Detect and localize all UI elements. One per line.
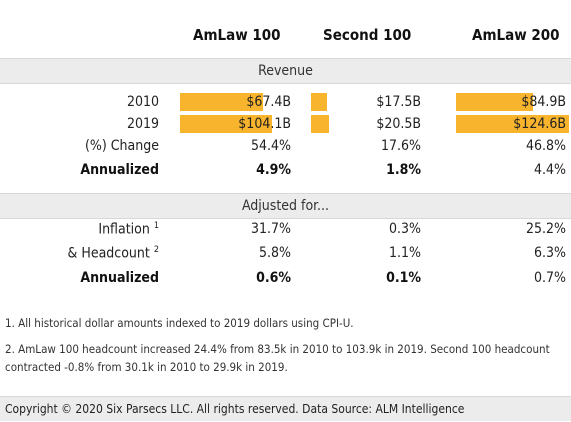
column-header-second100: Second 100 xyxy=(323,26,412,44)
copyright-bar: Copyright © 2020 Six Parsecs LLC. All ri… xyxy=(0,396,571,421)
row-label-change: (%) Change xyxy=(84,138,159,154)
value-headcount-amlaw100: 5.8% xyxy=(259,245,291,261)
value-headcount-second100: 1.1% xyxy=(389,245,421,261)
bar-2010-second100 xyxy=(311,93,327,111)
footnote-ref-1: 1 xyxy=(153,221,159,231)
row-label-headcount: & Headcount 2 xyxy=(67,245,159,262)
footnote-1: 1. All historical dollar amounts indexed… xyxy=(5,316,354,330)
value-2019-second100: $20.5B xyxy=(376,116,421,132)
value-inflation-second100: 0.3% xyxy=(389,221,421,237)
value-adj-annualized-amlaw100: 0.6% xyxy=(256,270,291,286)
value-annualized-amlaw100: 4.9% xyxy=(256,162,291,178)
value-change-second100: 17.6% xyxy=(380,138,421,154)
footnote-ref-2: 2 xyxy=(153,245,159,255)
value-adj-annualized-amlaw200: 0.7% xyxy=(534,270,566,286)
value-change-amlaw200: 46.8% xyxy=(525,138,566,154)
section-band-revenue: Revenue xyxy=(0,58,571,84)
row-label-adjusted-annualized: Annualized xyxy=(80,270,159,286)
row-label-2010: 2010 xyxy=(126,94,159,110)
row-label-2019: 2019 xyxy=(126,116,159,132)
value-2019-amlaw200: $124.6B xyxy=(513,116,566,132)
section-band-adjusted: Adjusted for... xyxy=(0,193,571,219)
value-headcount-amlaw200: 6.3% xyxy=(534,245,566,261)
row-label-annualized: Annualized xyxy=(80,162,159,178)
footnote-2: 2. AmLaw 100 headcount increased 24.4% f… xyxy=(5,342,550,374)
value-2010-second100: $17.5B xyxy=(376,94,421,110)
value-2019-amlaw100: $104.1B xyxy=(238,116,291,132)
column-header-amlaw200: AmLaw 200 xyxy=(472,26,560,44)
row-label-inflation: Inflation 1 xyxy=(98,221,159,238)
value-adj-annualized-second100: 0.1% xyxy=(386,270,421,286)
value-annualized-amlaw200: 4.4% xyxy=(534,162,566,178)
value-2010-amlaw100: $67.4B xyxy=(246,94,291,110)
value-change-amlaw100: 54.4% xyxy=(250,138,291,154)
bar-2010-amlaw200 xyxy=(456,93,533,111)
bar-2019-second100 xyxy=(311,115,329,133)
bar-2019-amlaw100 xyxy=(180,115,272,133)
bar-2019-amlaw200 xyxy=(456,115,569,133)
value-inflation-amlaw200: 25.2% xyxy=(525,221,566,237)
value-inflation-amlaw100: 31.7% xyxy=(250,221,291,237)
value-2010-amlaw200: $84.9B xyxy=(521,94,566,110)
bar-2010-amlaw100 xyxy=(180,93,263,111)
column-header-amlaw100: AmLaw 100 xyxy=(193,26,281,44)
value-annualized-second100: 1.8% xyxy=(386,162,421,178)
